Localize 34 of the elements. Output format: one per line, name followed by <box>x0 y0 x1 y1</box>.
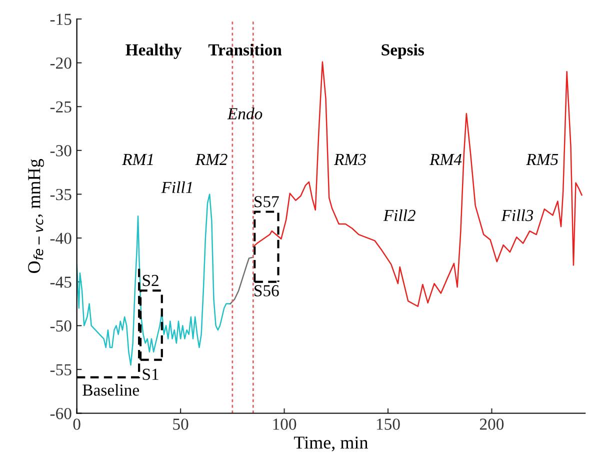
y-tick-label: -55 <box>50 364 72 376</box>
annotation: Healthy <box>126 44 182 59</box>
x-tick-label: 0 <box>73 418 80 430</box>
annotation: Baseline <box>82 384 139 396</box>
y-tick-label: -40 <box>50 232 72 244</box>
annotation: RM5 <box>526 154 558 166</box>
y-tick-label: -30 <box>50 145 72 156</box>
annotation: S1 <box>142 368 158 380</box>
annotation: RM1 <box>122 154 153 165</box>
annotation: S56 <box>254 285 279 296</box>
annotation: Transition <box>208 44 282 56</box>
annotation: S57 <box>254 196 279 208</box>
annotation: Fill2 <box>383 209 416 221</box>
y-tick-label: -60 <box>50 408 72 420</box>
y-tick-label: -50 <box>50 320 72 332</box>
y-tick-label: -15 <box>50 14 72 25</box>
annotation: Sepsis <box>382 44 424 59</box>
y-tick-label: -20 <box>50 58 72 69</box>
annotation: Fill1 <box>161 181 192 193</box>
x-tick-label: 200 <box>480 418 504 430</box>
y-tick-label: -35 <box>50 188 72 200</box>
annotation: RM4 <box>430 154 462 165</box>
x-tick-label: 50 <box>173 418 188 430</box>
x-axis-title: Time, min <box>294 436 368 452</box>
y-tick-label: -25 <box>50 101 72 113</box>
annotation: S2 <box>142 274 158 286</box>
x-tick-label: 100 <box>273 418 296 430</box>
x-tick-label: 150 <box>376 418 400 430</box>
y-tick-label: -45 <box>50 276 72 288</box>
annotation: Fill3 <box>501 209 534 222</box>
annotation: RM3 <box>334 154 366 166</box>
annotation: Endo <box>227 108 262 120</box>
y-axis-title: O$_{fe−vc}$, mmHg <box>28 159 44 273</box>
annotation: RM2 <box>195 154 228 165</box>
